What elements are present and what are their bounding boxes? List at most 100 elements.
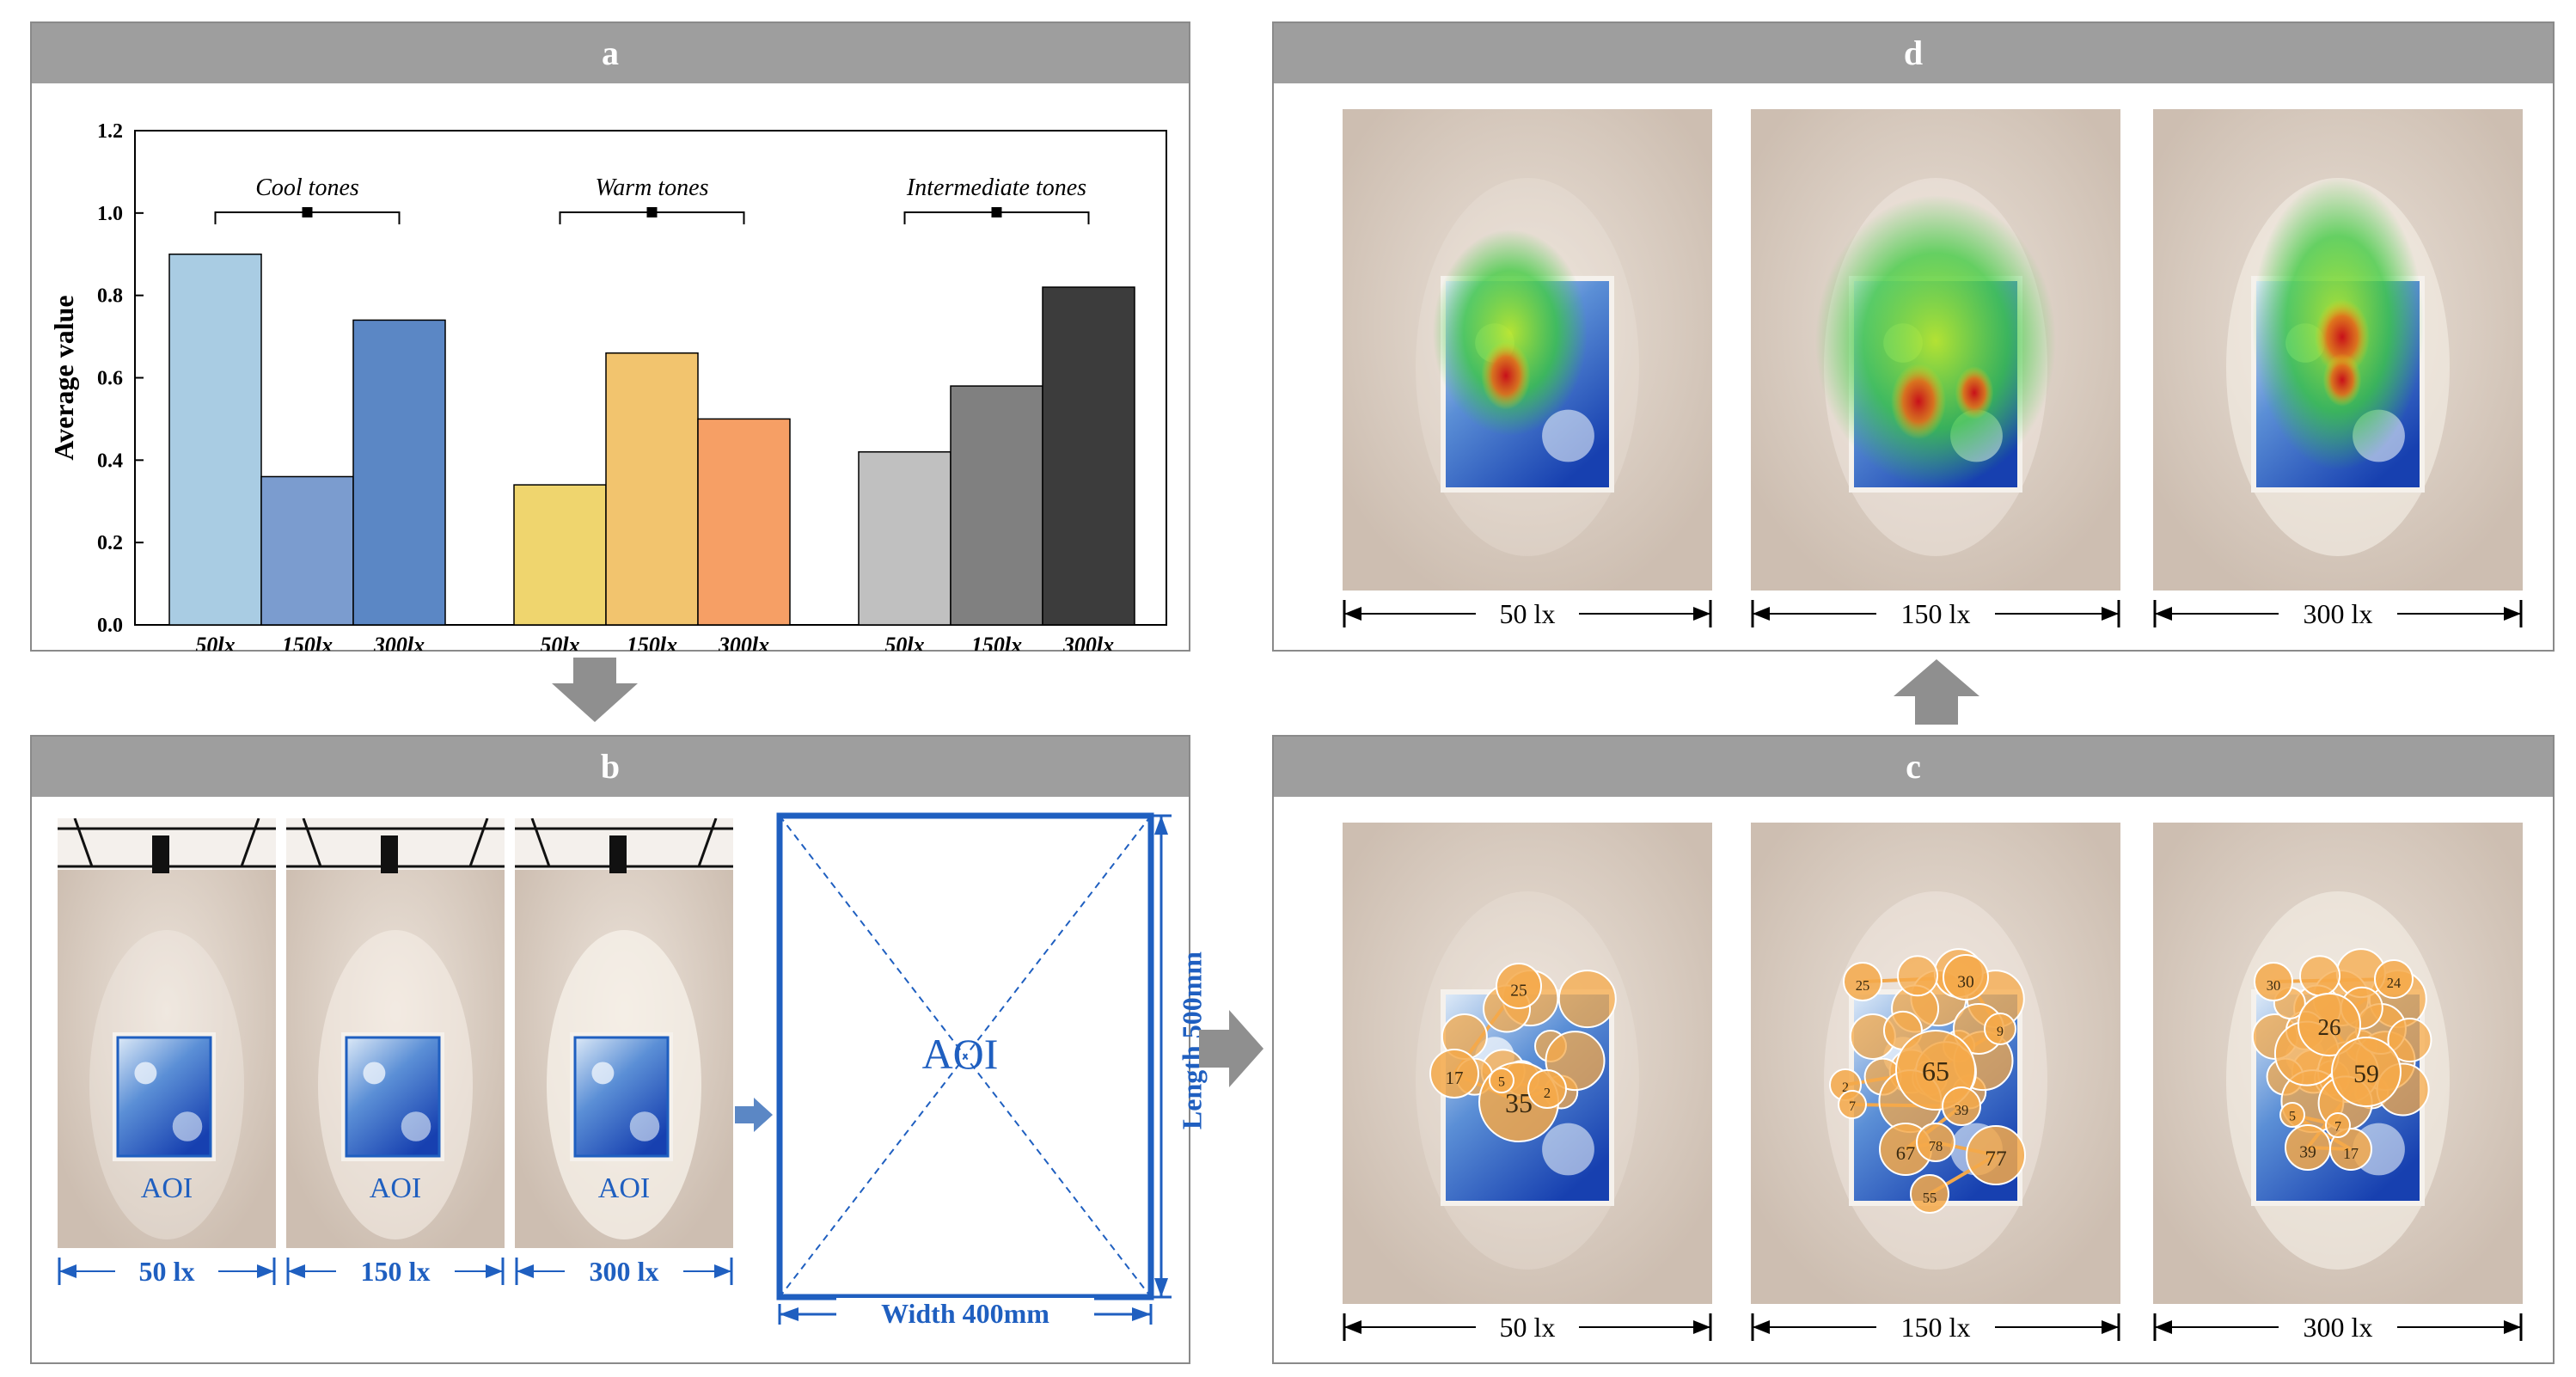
fixation-label: 17 xyxy=(1446,1068,1464,1088)
fixation-scene-150lx: 25 30 9 65 2 7 39 67 78 77 55 xyxy=(1751,823,2120,1304)
heatmap-hotspot xyxy=(1891,364,1946,439)
fixation-point xyxy=(1527,1069,1567,1109)
x-tick-label: 150lx xyxy=(971,633,1022,651)
dimension-line: 150 lx xyxy=(286,1254,505,1288)
y-tick-label: 0.6 xyxy=(97,368,123,390)
bar-1-1 xyxy=(605,352,699,626)
fixation-label: 17 xyxy=(2343,1145,2359,1162)
illuminance-label: 150 lx xyxy=(1901,598,1971,629)
gallery-scene-300lx: AOI 300 lx xyxy=(515,817,733,1300)
fixation-point xyxy=(2298,993,2361,1056)
panel-d: d 50 lx 150 lx 300 lx xyxy=(1272,21,2555,652)
fixation-point xyxy=(1910,1174,1949,1214)
heatmap-scene-300lx xyxy=(2153,109,2523,591)
illuminance-label: 150 lx xyxy=(1901,1312,1971,1343)
heatmap-area xyxy=(1815,195,2056,487)
dimension-line: 50 lx xyxy=(1343,597,1712,631)
group-bracket-marker xyxy=(991,207,1002,217)
fixation-point xyxy=(1943,954,1989,1001)
aoi-diagonal-2 xyxy=(779,815,1152,1298)
fixation-point xyxy=(1916,1123,1955,1162)
dimension-line: 300 lx xyxy=(2153,597,2523,631)
painting xyxy=(575,1037,668,1156)
illuminance-label: 50 lx xyxy=(139,1256,195,1287)
heatmap-hotspot xyxy=(1481,341,1531,410)
fixation-label: 39 xyxy=(2299,1144,2316,1162)
x-tick-label: 300lx xyxy=(718,633,769,651)
dimension-line: 150 lx xyxy=(1751,597,2120,631)
panel-c-header: c xyxy=(1274,737,2553,797)
heatmap-hotspot xyxy=(1955,366,1994,419)
fixation-point xyxy=(2298,955,2340,997)
bar-1-2 xyxy=(697,418,791,626)
group-title: Intermediate tones xyxy=(906,174,1086,201)
arrow-up-c-to-d xyxy=(1894,659,1979,725)
fixation-label: 25 xyxy=(1856,977,1870,994)
dimension-line: 300 lx xyxy=(2153,1310,2523,1344)
bar-2-2 xyxy=(1042,286,1135,626)
bar-chart: 0.0 0.2 0.4 0.6 0.8 1.0 1.2 Average value 50lx 15… xyxy=(48,120,1167,651)
spotlight-icon xyxy=(152,835,169,873)
y-tick-label: 1.2 xyxy=(97,120,123,143)
illuminance-label: 150 lx xyxy=(361,1256,431,1287)
arrow-right-small-icon xyxy=(735,1098,773,1132)
fixation-point xyxy=(1838,1090,1867,1119)
fixation-point xyxy=(2387,1017,2432,1062)
aoi-label: AOI xyxy=(369,1172,422,1204)
fixation-point xyxy=(1942,1086,1981,1126)
fixation-point xyxy=(2331,1037,2402,1107)
heatmap-hotspot xyxy=(2315,299,2370,375)
bar-1-0 xyxy=(513,484,607,626)
fixation-scene-300lx: 30 24 26 59 39 17 5 7 xyxy=(2153,823,2523,1304)
spotlight-icon xyxy=(381,835,398,873)
fixation-label: 9 xyxy=(1997,1025,2004,1039)
dimension-line: 50 lx xyxy=(1343,1310,1712,1344)
fixation-label: 7 xyxy=(2334,1119,2341,1134)
bar-0-0 xyxy=(168,254,262,626)
illuminance-label: 50 lx xyxy=(1500,598,1556,629)
arrow-right-b-to-c xyxy=(1199,1010,1264,1087)
fixation-label: 55 xyxy=(1923,1190,1937,1206)
painting xyxy=(118,1037,211,1156)
fixation-point xyxy=(2279,1102,2305,1128)
fixation-label: 65 xyxy=(1922,1056,1949,1086)
fixation-point xyxy=(2325,1112,2351,1138)
dimension-line: 300 lx xyxy=(515,1254,733,1288)
fixation-label: 2 xyxy=(1842,1080,1849,1095)
x-tick-label: 50lx xyxy=(540,633,579,651)
fixation-point xyxy=(1966,1125,2026,1185)
heatmap-scene-50lx xyxy=(1343,109,1712,591)
panel-a: a 0.0 0.2 0.4 0.6 0.8 1.0 1.2 Average value 50lx… xyxy=(30,21,1190,652)
gallery-scene-50lx: AOI 50 lx xyxy=(58,817,276,1300)
y-tick-label: 1.0 xyxy=(97,203,123,225)
fixation-point xyxy=(1896,955,1938,997)
fixation-label: 26 xyxy=(2318,1014,2341,1040)
painting xyxy=(346,1037,439,1156)
x-tick-label: 50lx xyxy=(195,633,235,651)
x-tick-label: 150lx xyxy=(627,633,677,651)
bar-2-0 xyxy=(858,451,951,626)
fixation-label: 77 xyxy=(1985,1146,2007,1171)
bar-0-2 xyxy=(352,319,446,626)
spotlight-icon xyxy=(609,835,627,873)
heatmap-scene-150lx xyxy=(1751,109,2120,591)
illuminance-label: 50 lx xyxy=(1500,1312,1556,1343)
illuminance-label: 300 lx xyxy=(2304,598,2373,629)
dimension-line: 150 lx xyxy=(1751,1310,2120,1344)
fixation-label: 39 xyxy=(1955,1102,1969,1118)
x-tick-label: 50lx xyxy=(884,633,924,651)
fixation-label: 30 xyxy=(1957,974,1974,992)
fixation-point xyxy=(2374,959,2414,999)
panel-b-header: b xyxy=(32,737,1189,797)
heatmap-area xyxy=(1433,230,1588,436)
aoi-rectangle xyxy=(776,812,1154,1300)
illuminance-label: 300 lx xyxy=(590,1256,659,1287)
fixation-point xyxy=(2329,1128,2372,1171)
group-bracket-marker xyxy=(302,207,313,217)
fixation-label: 25 xyxy=(1510,982,1527,1001)
illuminance-label: 300 lx xyxy=(2304,1312,2373,1343)
fixation-label: 2 xyxy=(1544,1085,1551,1101)
panel-c: c 25 17 35 2 5 25 30 9 65 2 7 39 67 78 77 55 30 24 26 59 3… xyxy=(1272,735,2555,1364)
group-title: Warm tones xyxy=(596,174,709,201)
x-tick-label: 150lx xyxy=(282,633,333,651)
